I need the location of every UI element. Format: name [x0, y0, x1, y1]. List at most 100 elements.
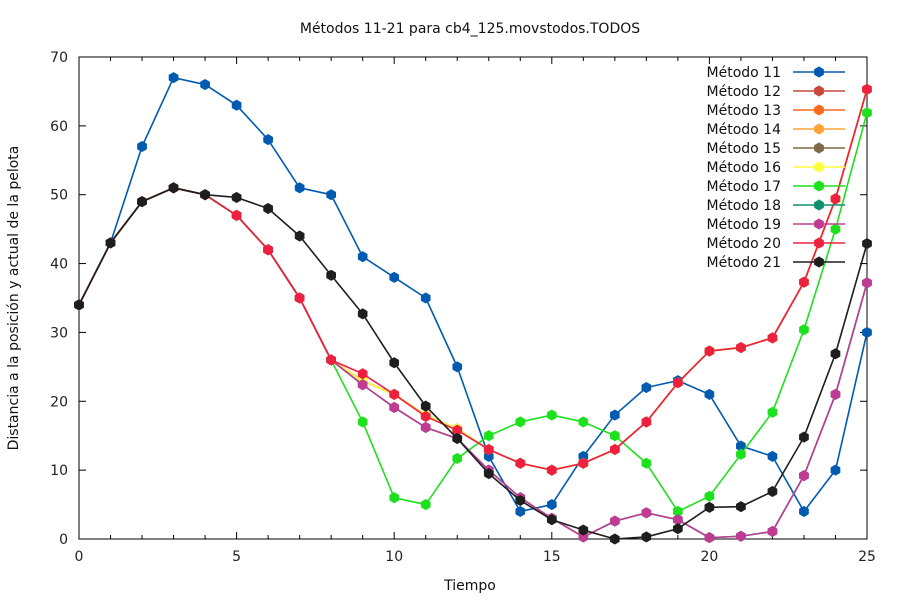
data-point [231, 209, 242, 221]
data-point [673, 377, 683, 389]
data-point [546, 498, 557, 511]
y-tick-label: 50 [50, 188, 68, 204]
legend-swatch-marker [814, 123, 824, 135]
legend-swatch-marker [814, 142, 824, 154]
x-tick-label: 15 [543, 549, 561, 565]
data-point [389, 401, 400, 414]
data-point [515, 416, 526, 428]
data-point [641, 507, 652, 519]
chart-title: Métodos 11-21 para cb4_125.movstodos.TOD… [300, 21, 640, 37]
data-point [200, 189, 210, 201]
y-tick-label: 30 [50, 325, 68, 341]
data-point [704, 490, 715, 502]
x-tick-label: 25 [858, 549, 876, 565]
series-11 [74, 72, 872, 518]
data-point [736, 501, 746, 513]
data-point [483, 430, 494, 442]
legend-item: Método 15 [707, 141, 845, 157]
data-point [830, 223, 841, 235]
data-point [862, 238, 872, 250]
data-point [137, 196, 147, 208]
data-point [862, 326, 872, 339]
data-point [389, 388, 400, 400]
y-tick-label: 20 [50, 394, 68, 410]
plot-frame [78, 56, 868, 540]
data-point [263, 244, 273, 256]
data-point [294, 292, 305, 304]
data-point [546, 464, 557, 476]
y-axis-title: Distancia a la posición y actual de la p… [6, 146, 22, 451]
legend-label: Método 11 [707, 65, 781, 81]
data-point [704, 532, 715, 544]
data-point [641, 531, 652, 543]
data-point [641, 381, 652, 394]
legend-label: Método 21 [707, 255, 781, 271]
x-tick-label: 10 [385, 549, 403, 565]
y-tick-label: 40 [50, 257, 68, 273]
data-point [610, 515, 620, 527]
data-point [389, 492, 400, 504]
data-point [231, 191, 242, 204]
y-tick-label: 10 [50, 463, 68, 479]
data-point [357, 416, 368, 428]
data-point [830, 348, 841, 360]
data-point [357, 251, 368, 263]
data-point [326, 269, 336, 281]
legend-swatch-marker [814, 237, 824, 249]
legend-swatch-marker [814, 104, 824, 116]
data-point [704, 501, 715, 513]
legend-swatch-marker [814, 161, 824, 173]
axes: 0 5 10 15 20 25 0 10 20 30 40 50 60 70 [50, 50, 876, 565]
legend-item: Método 11 [707, 65, 845, 81]
series-line [78, 187, 868, 540]
data-point [862, 277, 872, 289]
data-point [767, 332, 778, 344]
data-point [452, 361, 463, 373]
series-line [78, 76, 868, 513]
series-21 [74, 182, 872, 545]
legend-swatch-marker [814, 218, 824, 230]
series-layer [74, 72, 872, 545]
data-point [546, 514, 557, 526]
data-point [641, 416, 652, 428]
data-point [357, 379, 368, 391]
legend-label: Método 20 [707, 236, 781, 252]
data-point [357, 368, 368, 380]
legend-swatch-marker [814, 180, 824, 192]
data-point [483, 468, 494, 480]
data-point [420, 421, 431, 434]
data-point [200, 78, 210, 91]
data-point [736, 530, 746, 542]
x-tick-label: 0 [75, 549, 84, 565]
data-point [578, 416, 589, 428]
legend-label: Método 19 [707, 217, 781, 233]
legend-label: Método 16 [707, 160, 782, 176]
data-point [168, 72, 179, 84]
data-point [168, 182, 179, 194]
data-point [389, 357, 400, 369]
legend-swatch-marker [814, 199, 824, 211]
data-point [610, 443, 620, 456]
data-point [263, 134, 273, 146]
legend-swatch-marker [814, 85, 824, 97]
legend-item: Método 12 [707, 84, 845, 100]
data-point [767, 485, 778, 498]
data-point [830, 388, 841, 400]
legend-label: Método 17 [707, 179, 781, 195]
data-point [704, 388, 715, 400]
data-point [578, 457, 589, 469]
x-axis-title: Tiempo [443, 578, 496, 594]
data-point [515, 494, 526, 507]
legend-label: Método 15 [707, 141, 781, 157]
data-point [515, 505, 526, 518]
legend-item: Método 20 [707, 236, 845, 252]
data-point [704, 345, 715, 357]
data-point [326, 354, 336, 366]
data-point [452, 452, 463, 465]
legend: Método 11 Método 12 Método 13 Método 14 Méto… [707, 65, 845, 271]
data-point [641, 457, 652, 469]
data-point [420, 410, 431, 423]
legend-item: Método 16 [707, 160, 845, 176]
legend-label: Método 13 [707, 103, 781, 119]
